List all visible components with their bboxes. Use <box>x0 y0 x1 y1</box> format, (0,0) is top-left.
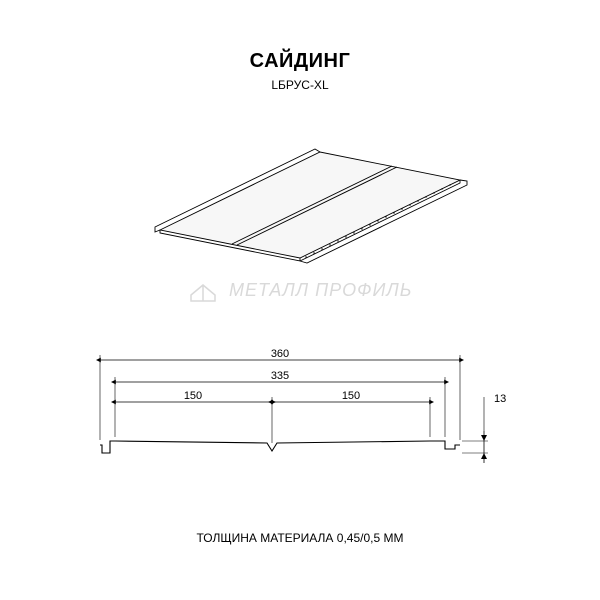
profile-path <box>100 441 460 453</box>
footer-note: ТОЛЩИНА МАТЕРИАЛА 0,45/0,5 ММ <box>0 531 600 545</box>
page-title: САЙДИНГ <box>0 50 600 73</box>
dim-cover-label: 335 <box>271 370 289 382</box>
isometric-view <box>120 140 480 285</box>
dim-panel1-label: 150 <box>184 390 202 402</box>
dimension-svg: 360 335 150 150 13 <box>80 345 540 485</box>
arr-h-top <box>481 435 487 441</box>
dim-panel2-label: 150 <box>342 390 360 402</box>
dim-overall-label: 360 <box>271 348 289 360</box>
arr-h-bot <box>481 453 487 459</box>
isometric-svg <box>120 140 480 280</box>
dimension-view: 360 335 150 150 13 <box>80 345 540 490</box>
page-subtitle: LБРУС-XL <box>0 78 600 92</box>
page: САЙДИНГ LБРУС-XL МЕТАЛЛ ПРОФИЛЬ <box>0 0 600 600</box>
dim-height-label: 13 <box>494 393 506 405</box>
